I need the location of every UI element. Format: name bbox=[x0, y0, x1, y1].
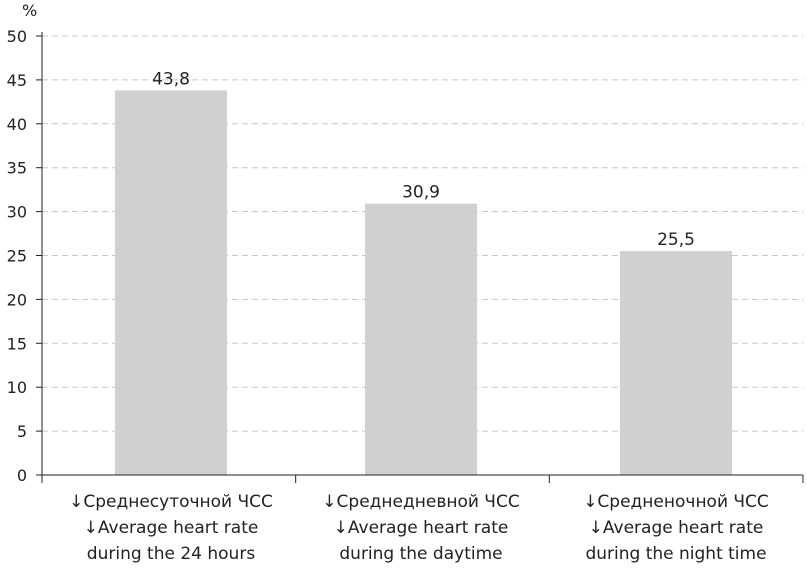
category-label-line: ↓Average heart rate bbox=[334, 518, 509, 538]
y-tick-label: 20 bbox=[7, 290, 27, 309]
y-tick-label: 25 bbox=[7, 247, 27, 266]
category-label-line: during the 24 hours bbox=[87, 544, 256, 564]
category-label-line: ↓Среднесуточной ЧСС bbox=[69, 492, 273, 512]
bars bbox=[115, 90, 732, 475]
y-tick-labels: 0 5 10 15 20 25 30 35 40 45 50 bbox=[7, 27, 27, 485]
bar-value-label: 43,8 bbox=[152, 69, 190, 89]
y-axis-label: % bbox=[22, 1, 37, 20]
data-labels: 43,8 30,9 25,5 bbox=[152, 69, 695, 250]
y-tick-label: 5 bbox=[17, 422, 27, 441]
category-label-line: ↓Average heart rate bbox=[589, 518, 764, 538]
y-tick-label: 0 bbox=[17, 466, 27, 485]
bar bbox=[115, 90, 227, 475]
bar-value-label: 25,5 bbox=[657, 230, 695, 250]
category-label-line: ↓Среднедневной ЧСС bbox=[322, 492, 519, 512]
axes bbox=[36, 32, 804, 483]
y-tick-label: 15 bbox=[7, 334, 27, 353]
y-tick-label: 45 bbox=[7, 71, 27, 90]
y-tick-label: 30 bbox=[7, 203, 27, 222]
category-label-line: ↓Средненочной ЧСС bbox=[583, 492, 769, 512]
category-label-line: ↓Average heart rate bbox=[84, 518, 259, 538]
y-tick-label: 35 bbox=[7, 159, 27, 178]
bar bbox=[620, 251, 732, 475]
category-label-line: during the night time bbox=[585, 544, 766, 564]
y-tick-label: 50 bbox=[7, 27, 27, 46]
category-label-line: during the daytime bbox=[339, 544, 502, 564]
bar bbox=[365, 203, 477, 475]
category-labels: ↓Среднесуточной ЧСС ↓Average heart rate du… bbox=[69, 492, 769, 564]
bar-value-label: 30,9 bbox=[402, 183, 440, 203]
y-tick-label: 40 bbox=[7, 115, 27, 134]
y-tick-label: 10 bbox=[7, 378, 27, 397]
